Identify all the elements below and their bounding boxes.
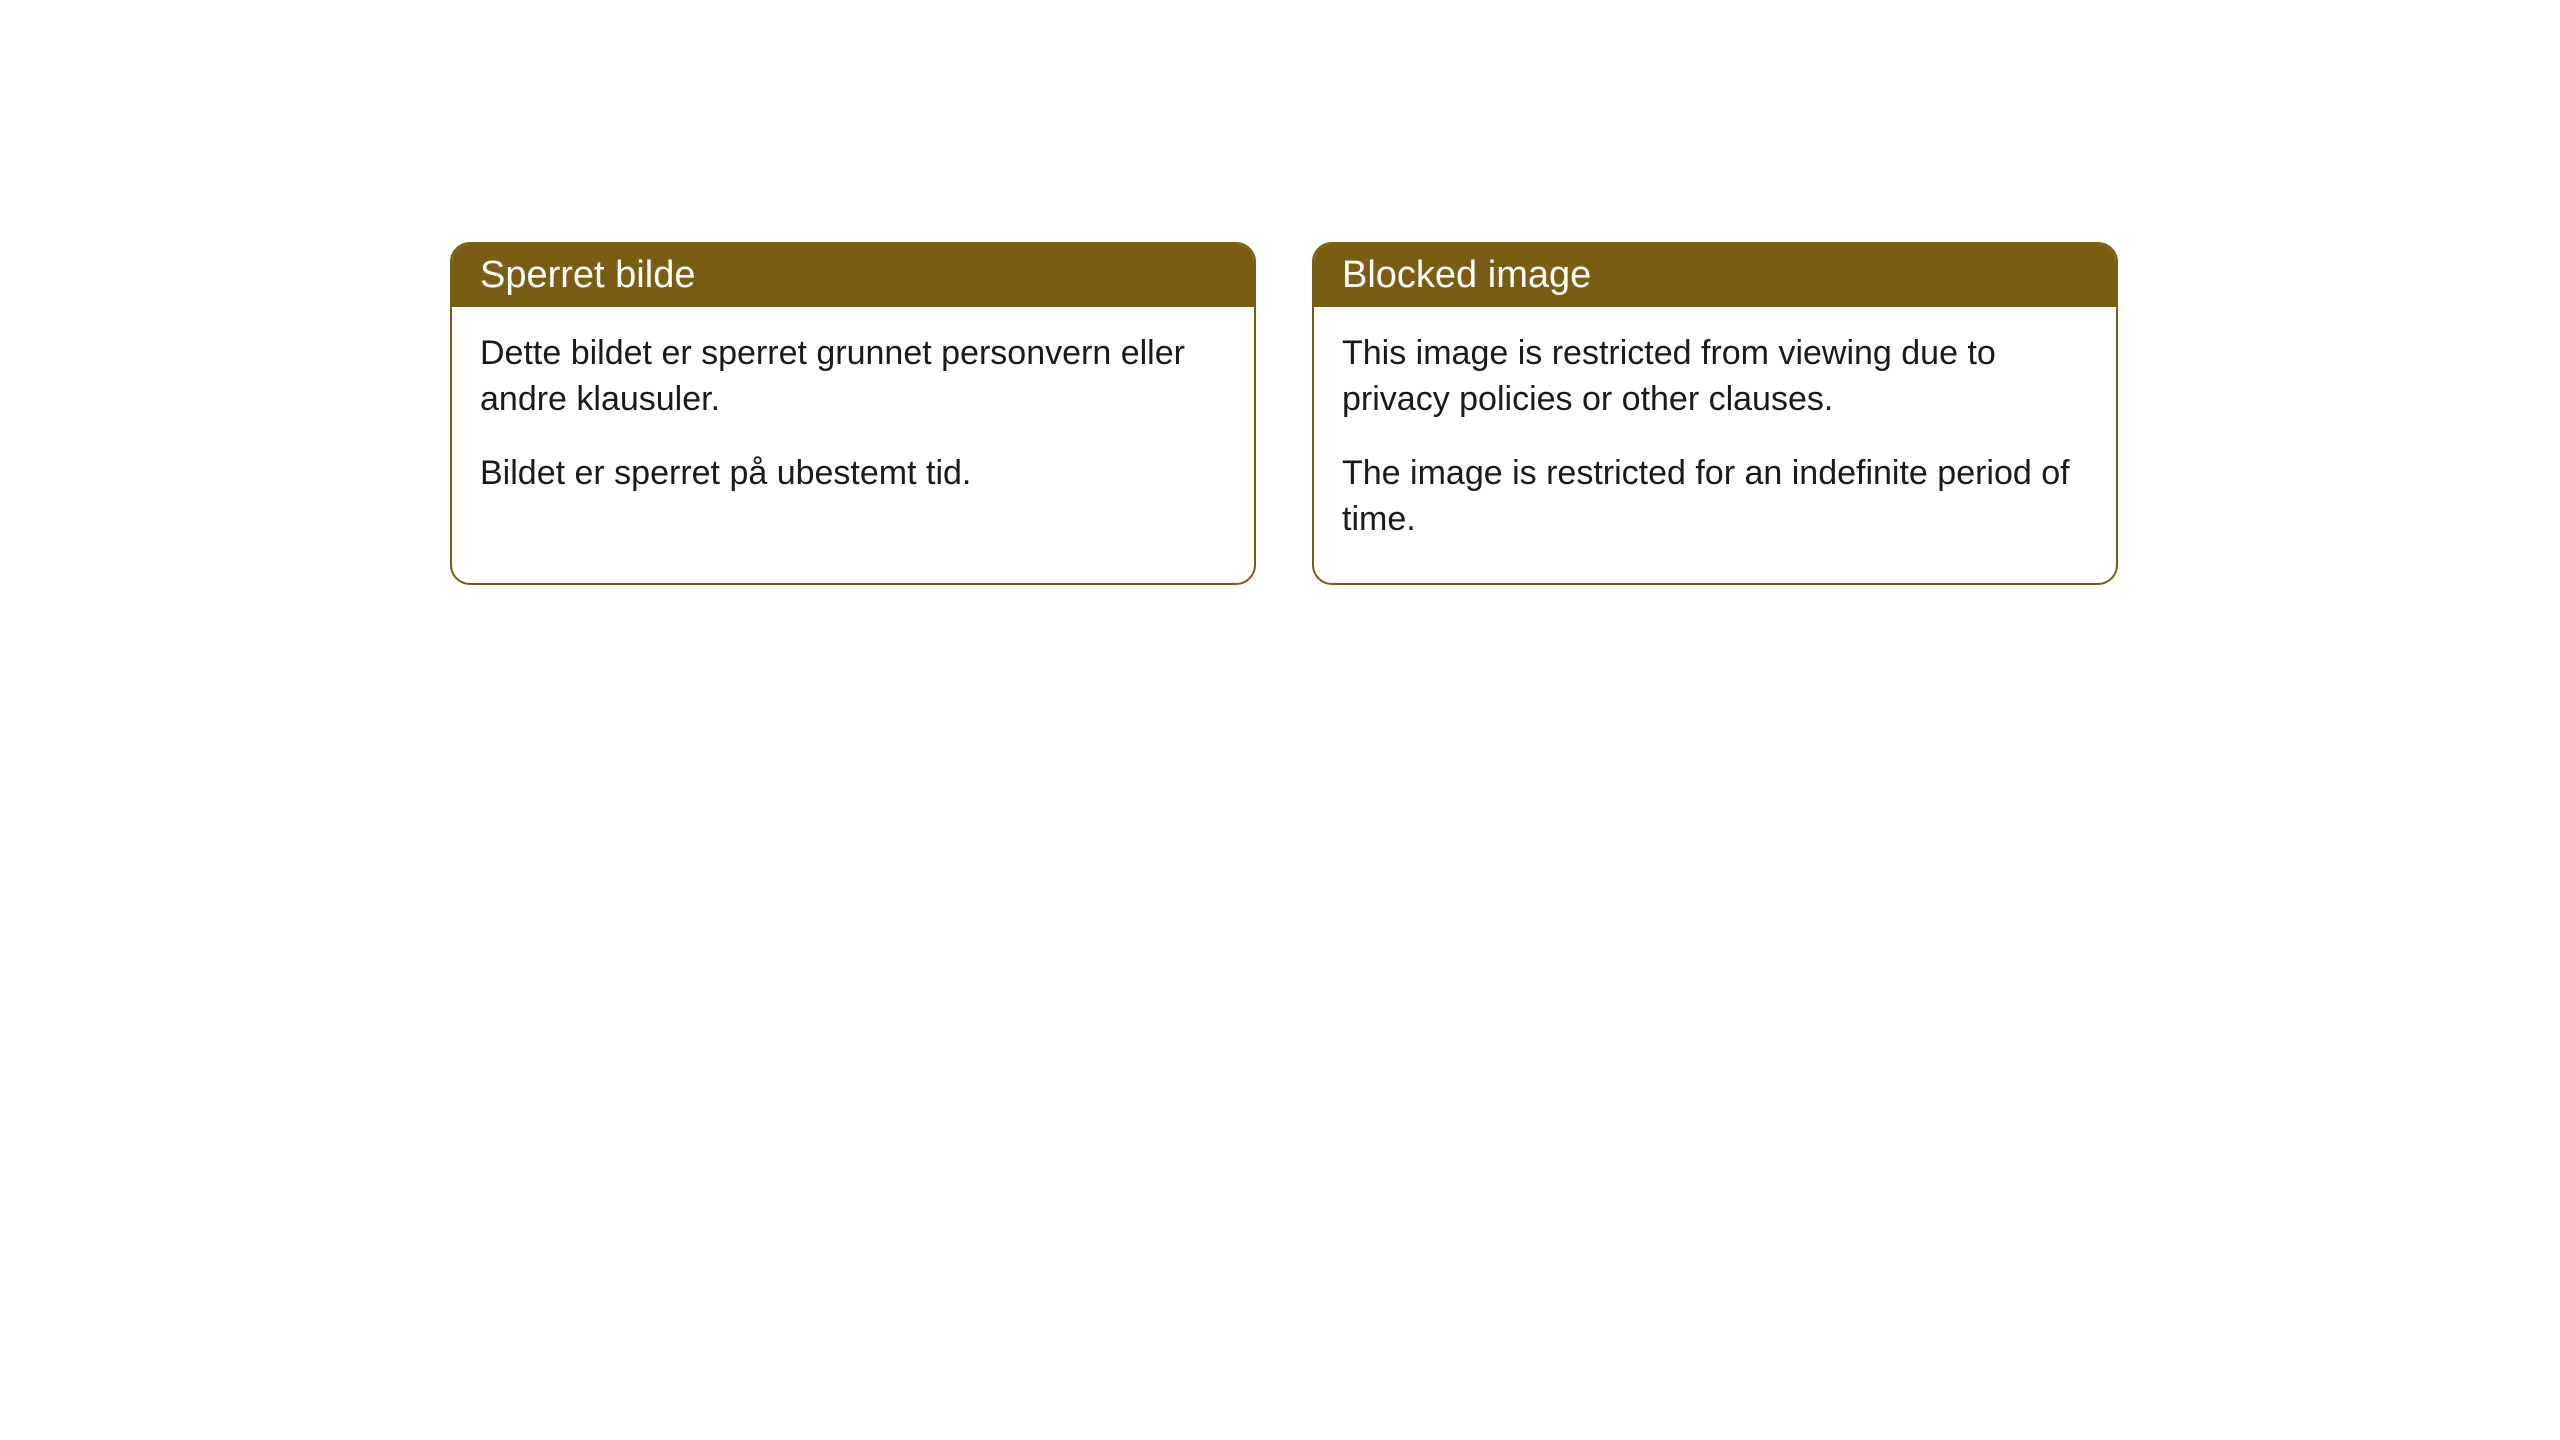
- card-paragraph: The image is restricted for an indefinit…: [1342, 451, 2088, 543]
- card-paragraph: Dette bildet er sperret grunnet personve…: [480, 331, 1226, 423]
- notice-card-english: Blocked image This image is restricted f…: [1312, 242, 2118, 585]
- card-paragraph: This image is restricted from viewing du…: [1342, 331, 2088, 423]
- card-header-norwegian: Sperret bilde: [452, 244, 1254, 307]
- card-header-english: Blocked image: [1314, 244, 2116, 307]
- card-title: Sperret bilde: [480, 254, 695, 296]
- card-title: Blocked image: [1342, 254, 1591, 296]
- notice-card-norwegian: Sperret bilde Dette bildet er sperret gr…: [450, 242, 1256, 585]
- card-body-norwegian: Dette bildet er sperret grunnet personve…: [452, 307, 1254, 537]
- card-body-english: This image is restricted from viewing du…: [1314, 307, 2116, 583]
- notice-cards-container: Sperret bilde Dette bildet er sperret gr…: [450, 242, 2118, 585]
- card-paragraph: Bildet er sperret på ubestemt tid.: [480, 451, 1226, 497]
